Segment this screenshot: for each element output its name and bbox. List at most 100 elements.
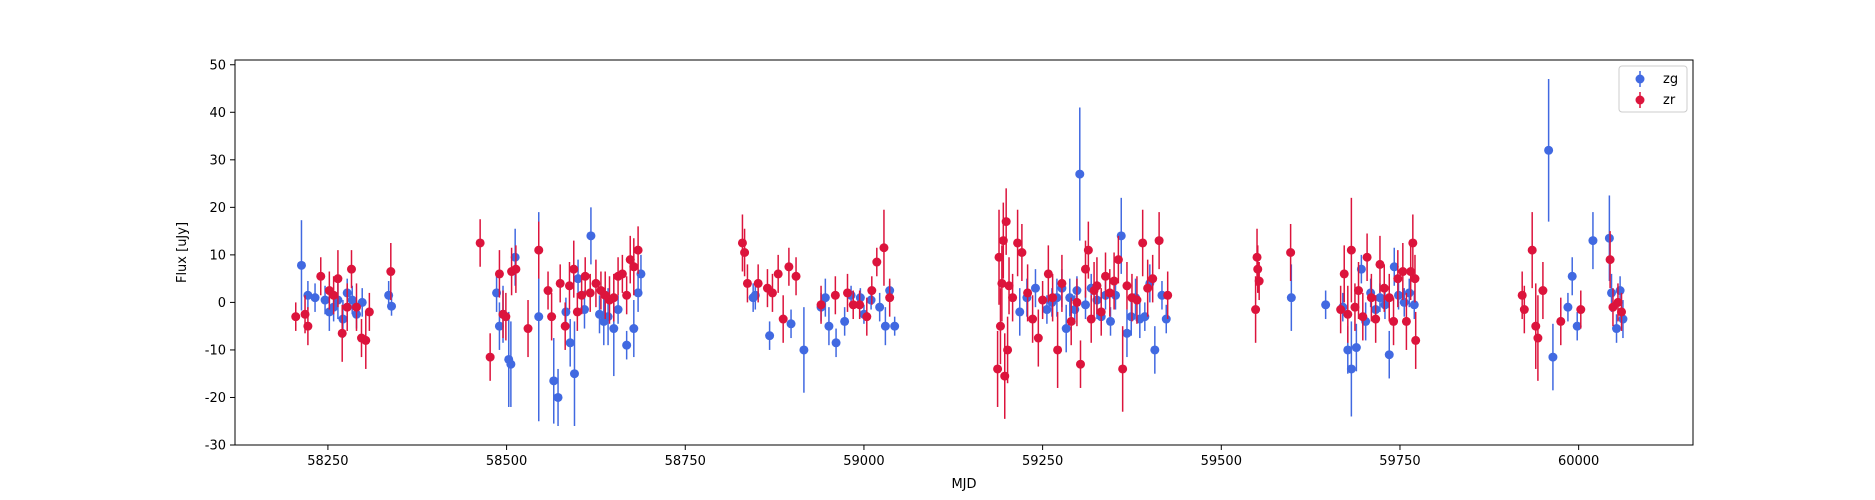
zr-point — [1132, 295, 1142, 305]
zg-point — [880, 321, 890, 331]
zr-point — [997, 278, 1007, 288]
zr-point — [1092, 281, 1102, 291]
zr-point — [993, 364, 1003, 374]
zr-point — [547, 312, 557, 322]
zg-point — [1081, 300, 1090, 310]
zr-point — [475, 238, 485, 248]
zr-point — [1401, 316, 1411, 326]
zg-point — [565, 338, 575, 348]
x-tick-label-59000: 59000 — [843, 454, 884, 469]
zr-point — [885, 293, 895, 303]
zr-point — [1408, 238, 1418, 248]
zg-point — [1106, 316, 1116, 326]
zr-point — [740, 248, 750, 257]
y-tick-label--20: -20 — [205, 391, 226, 406]
zr-point — [791, 271, 801, 281]
zg-point — [573, 274, 583, 284]
y-tick-label-30: 30 — [209, 153, 226, 168]
legend-zg-label: zg — [1663, 72, 1678, 87]
zr-point — [560, 321, 570, 331]
zr-point — [1004, 281, 1014, 291]
zg-point — [1286, 293, 1296, 303]
zr-point — [1105, 288, 1115, 298]
zr-point — [591, 278, 601, 288]
zr-point — [1057, 278, 1067, 288]
zr-point — [1254, 276, 1264, 286]
zg-point — [786, 319, 796, 329]
x-tick-label-59500: 59500 — [1201, 454, 1242, 469]
zr-point — [633, 245, 643, 255]
zg-point — [1065, 293, 1075, 303]
zr-point — [1389, 316, 1399, 326]
zr-point — [1556, 316, 1566, 326]
zr-point — [1038, 295, 1048, 305]
zr-point — [333, 274, 343, 284]
zg-point — [831, 338, 841, 348]
zg-point — [534, 312, 544, 322]
y-axis: -30 -20 -10 0 10 20 30 40 50 — [205, 58, 235, 454]
zr-point — [543, 286, 553, 296]
y-tick-label-40: 40 — [209, 106, 226, 121]
x-tick-label-59750: 59750 — [1379, 454, 1420, 469]
zr-point — [1375, 259, 1385, 269]
zr-point — [867, 286, 877, 296]
zr-point — [1354, 286, 1364, 296]
zr-point — [1362, 252, 1372, 262]
zr-point — [555, 278, 565, 288]
zr-point — [1286, 248, 1296, 257]
zg-point — [1375, 293, 1385, 303]
zg-point — [1563, 302, 1573, 312]
zr-point — [1138, 238, 1148, 248]
x-tick-label-59250: 59250 — [1022, 454, 1063, 469]
zr-point — [564, 281, 574, 291]
zr-point — [511, 264, 521, 274]
y-tick-label-50: 50 — [209, 58, 226, 73]
zr-point — [1411, 335, 1421, 345]
zg-point — [1042, 305, 1052, 315]
zg-point — [629, 324, 639, 334]
zr-point — [1253, 264, 1263, 274]
zr-point — [1366, 293, 1376, 303]
zg-point — [1384, 350, 1394, 360]
zr-point — [1350, 302, 1360, 312]
zg-point — [840, 316, 850, 326]
zr-point — [1154, 236, 1164, 246]
zg-point — [1544, 145, 1554, 155]
zg-point — [890, 321, 900, 331]
zr-point — [577, 290, 587, 300]
zr-point — [1384, 293, 1394, 303]
zr-point — [585, 288, 595, 298]
zg-point — [622, 340, 632, 350]
zr-point — [1519, 305, 1529, 315]
y-tick-label-10: 10 — [209, 248, 226, 263]
zr-point — [316, 271, 326, 281]
zr-point — [1533, 333, 1543, 343]
zg-point — [1122, 328, 1132, 338]
zr-point — [843, 288, 853, 298]
zr-point — [386, 267, 396, 277]
zr-point — [1013, 238, 1023, 248]
zg-point — [549, 376, 559, 386]
zr-point — [1339, 269, 1349, 279]
zr-point — [848, 300, 858, 310]
zg-point — [1343, 345, 1353, 355]
zr-point — [352, 302, 361, 312]
zr-point — [1538, 286, 1548, 296]
zr-point — [1066, 316, 1076, 326]
zr-point — [534, 245, 544, 255]
zr-point — [337, 328, 347, 338]
zg-point — [1399, 297, 1409, 307]
zr-point — [1163, 290, 1173, 300]
zr-point — [1148, 274, 1158, 284]
zr-point — [1122, 281, 1132, 291]
zr-point — [1336, 305, 1346, 315]
zg-point — [613, 305, 623, 315]
zr-point — [1096, 307, 1106, 317]
zg-point — [799, 345, 809, 355]
zr-point — [879, 243, 889, 253]
legend-zr-label: zr — [1663, 93, 1676, 108]
x-axis: 58250 58500 58750 59000 59250 59500 59750 60000 — [307, 445, 1599, 469]
zr-point — [753, 278, 763, 288]
zr-point — [1251, 305, 1261, 315]
